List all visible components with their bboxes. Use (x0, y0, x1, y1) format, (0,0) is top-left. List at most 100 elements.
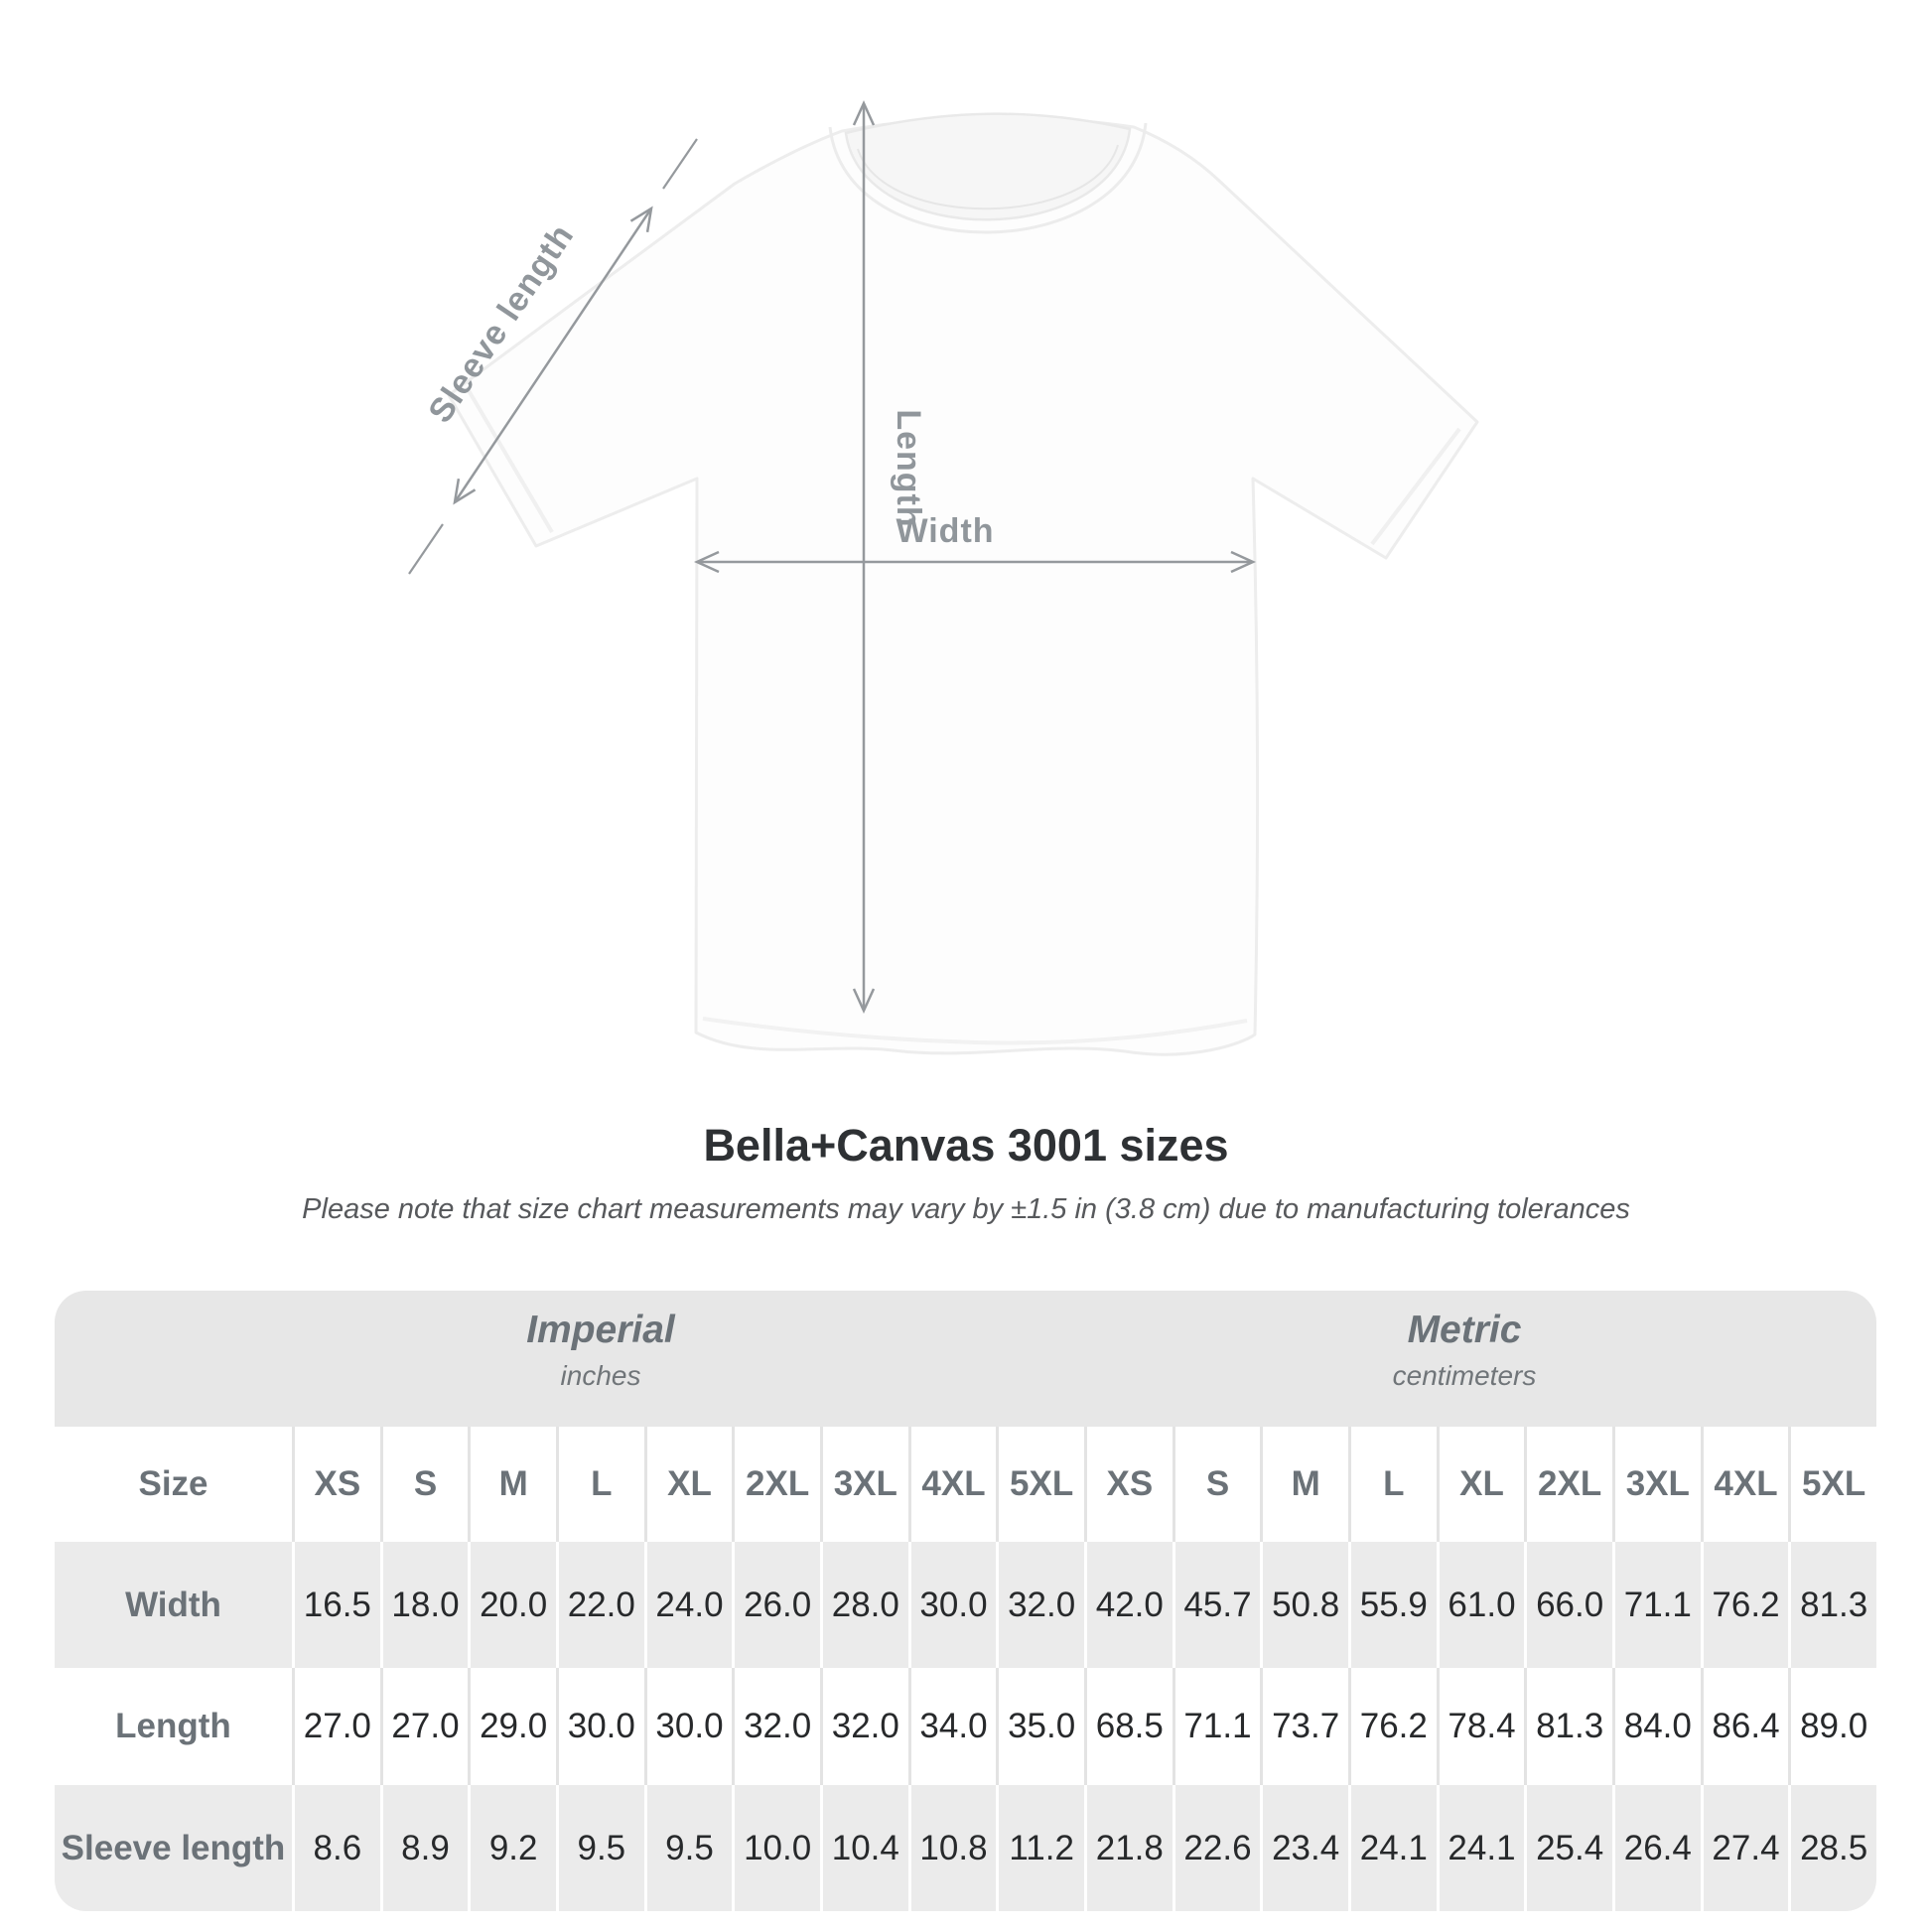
size-header-cell: XL (643, 1427, 733, 1542)
collar-inner-shadow (857, 144, 1119, 210)
value-cell: 42.0 (1083, 1542, 1173, 1668)
value-cell: 23.4 (1260, 1785, 1348, 1911)
collar-outer-seam (828, 122, 1148, 234)
value-cell: 9.5 (643, 1785, 733, 1911)
value-cell: 24.1 (1347, 1785, 1437, 1911)
value-cell: 22.0 (555, 1542, 644, 1668)
value-cell: 61.0 (1436, 1542, 1525, 1668)
value-cell: 9.5 (555, 1785, 644, 1911)
value-cell: 10.0 (732, 1785, 820, 1911)
value-cell: 11.2 (996, 1785, 1084, 1911)
value-cell: 24.1 (1436, 1785, 1525, 1911)
row-label: Sleeve length (61, 1828, 286, 1867)
value-cell: 50.8 (1260, 1542, 1348, 1668)
value-cell: 34.0 (907, 1668, 997, 1785)
collar-opening (844, 112, 1132, 221)
size-header-cell: S (379, 1427, 469, 1542)
sleeve-length-arrow (453, 206, 653, 505)
size-column-header: Size (138, 1464, 208, 1503)
size-header-cell: 3XL (819, 1427, 908, 1542)
value-cell: 35.0 (996, 1668, 1084, 1785)
tshirt-graphic (447, 112, 1479, 1056)
value-cell: 8.9 (379, 1785, 469, 1911)
value-cell: 32.0 (996, 1542, 1084, 1668)
length-label: Length (890, 409, 927, 527)
size-header-cell: 2XL (732, 1427, 820, 1542)
table-row: Length 27.0 27.0 29.0 30.0 30.0 32.0 32.0 34.0 35… (55, 1668, 1876, 1785)
size-header-cell: S (1172, 1427, 1261, 1542)
value-cell: 89.0 (1788, 1668, 1876, 1785)
sleeve-extension-tick-bottom (408, 523, 444, 575)
value-cell: 24.0 (643, 1542, 733, 1668)
metric-label: Metric (1407, 1309, 1522, 1351)
value-cell: 86.4 (1700, 1668, 1789, 1785)
value-cell: 76.2 (1347, 1668, 1437, 1785)
value-cell: 32.0 (732, 1668, 820, 1785)
value-cell: 76.2 (1700, 1542, 1789, 1668)
table-header-row: Size XS S M L XL 2XL 3XL 4XL 5XL XS S M L XL 2XL 3XL 4XL 5… (55, 1427, 1876, 1542)
value-cell: 30.0 (643, 1668, 733, 1785)
page-title: Bella+Canvas 3001 sizes (703, 1120, 1229, 1171)
value-cell: 45.7 (1172, 1542, 1261, 1668)
value-cell: 21.8 (1083, 1785, 1173, 1911)
value-cell: 22.6 (1172, 1785, 1261, 1911)
sleeve-extension-tick-top (662, 138, 698, 190)
size-table: Imperial inches Metric centimeters Size X… (55, 1291, 1876, 1911)
imperial-unit-label: inches (560, 1360, 641, 1391)
value-cell: 30.0 (907, 1542, 997, 1668)
imperial-label: Imperial (526, 1309, 675, 1351)
size-header-cell: 5XL (996, 1427, 1084, 1542)
size-header-cell: 5XL (1788, 1427, 1876, 1542)
value-cell: 30.0 (555, 1668, 644, 1785)
value-cell: 26.0 (732, 1542, 820, 1668)
size-header-cell: XS (292, 1427, 380, 1542)
table-row: Sleeve length 8.6 8.9 9.2 9.5 9.5 10.0 10.4 10.8… (55, 1785, 1876, 1911)
value-cell: 10.8 (907, 1785, 997, 1911)
value-cell: 29.0 (468, 1668, 556, 1785)
value-cell: 16.5 (292, 1542, 380, 1668)
value-cell: 26.4 (1611, 1785, 1701, 1911)
size-table-rows: Size XS S M L XL 2XL 3XL 4XL 5XL XS S M L XL 2XL 3XL 4XL 5… (55, 1427, 1876, 1911)
size-header-cell: 2XL (1524, 1427, 1612, 1542)
value-cell: 55.9 (1347, 1542, 1437, 1668)
width-label: Width (896, 512, 994, 550)
value-cell: 66.0 (1524, 1542, 1612, 1668)
tolerance-note: Please note that size chart measurements… (302, 1193, 1630, 1225)
value-cell: 32.0 (819, 1668, 908, 1785)
value-cell: 28.5 (1788, 1785, 1876, 1911)
value-cell: 68.5 (1083, 1668, 1173, 1785)
size-header-cell: XL (1436, 1427, 1525, 1542)
value-cell: 81.3 (1788, 1542, 1876, 1668)
imperial-group-header: Imperial inches (352, 1309, 849, 1392)
value-cell: 8.6 (292, 1785, 380, 1911)
value-cell: 71.1 (1611, 1542, 1701, 1668)
metric-group-header: Metric centimeters (1216, 1309, 1713, 1392)
size-header-cell: XS (1083, 1427, 1173, 1542)
table-row: Width 16.5 18.0 20.0 22.0 24.0 26.0 28.0 30.0 32.… (55, 1542, 1876, 1668)
row-label: Width (125, 1585, 221, 1624)
value-cell: 71.1 (1172, 1668, 1261, 1785)
value-cell: 10.4 (819, 1785, 908, 1911)
value-cell: 27.0 (379, 1668, 469, 1785)
size-header-cell: 4XL (1700, 1427, 1789, 1542)
size-header-cell: 4XL (907, 1427, 997, 1542)
size-header-cell: L (555, 1427, 644, 1542)
unit-band: Imperial inches Metric centimeters (55, 1291, 1876, 1427)
value-cell: 20.0 (468, 1542, 556, 1668)
value-cell: 73.7 (1260, 1668, 1348, 1785)
value-cell: 18.0 (379, 1542, 469, 1668)
size-header-cell: 3XL (1611, 1427, 1701, 1542)
size-header-cell: M (468, 1427, 556, 1542)
tshirt-diagram: Sleeve length Length Width (408, 99, 1479, 1056)
metric-unit-label: centimeters (1392, 1360, 1537, 1391)
value-cell: 78.4 (1436, 1668, 1525, 1785)
value-cell: 27.0 (292, 1668, 380, 1785)
size-header-cell: M (1260, 1427, 1348, 1542)
value-cell: 81.3 (1524, 1668, 1612, 1785)
value-cell: 9.2 (468, 1785, 556, 1911)
value-cell: 27.4 (1700, 1785, 1789, 1911)
size-header-cell: L (1347, 1427, 1437, 1542)
value-cell: 84.0 (1611, 1668, 1701, 1785)
value-cell: 25.4 (1524, 1785, 1612, 1911)
value-cell: 28.0 (819, 1542, 908, 1668)
